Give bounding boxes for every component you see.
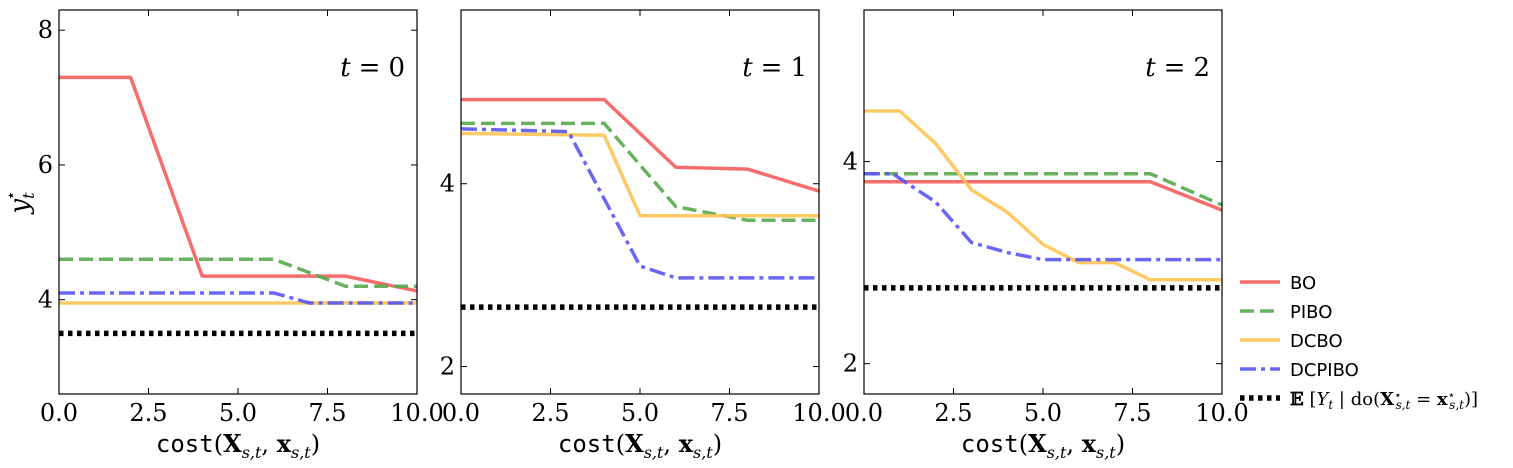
x-tick-label: 0.0 xyxy=(442,399,480,427)
series-line-pibo xyxy=(461,121,819,223)
series-line-bo xyxy=(864,180,1222,212)
chart-panels: 0.0 2.5 5.0 7.5 10.0 4 6 8 t = 0 cost(Xs,t, xs,t) yt… xyxy=(1,9,1249,462)
x-axis-label: cost(Xs,t, xs,t) xyxy=(156,429,320,462)
x-tick-label: 5.0 xyxy=(219,399,257,427)
legend-entry-4: 𝔼 [Yt | do(X⋆ s,t = x⋆ s,t)] xyxy=(1240,388,1478,412)
legend-label: DCBO xyxy=(1290,331,1343,352)
y-tick-label: 4 xyxy=(843,148,858,176)
y-axis-label: yt⋆ xyxy=(1,190,38,214)
series-group xyxy=(461,97,819,310)
series-line-pibo xyxy=(864,171,1222,207)
panel-1: 0.0 2.5 5.0 7.5 10.0 2 4 t = 1 cost(Xs,t, xs,t) xyxy=(440,9,846,462)
legend: BO PIBO DCBO DCPIBO 𝔼 [Yt | do(X⋆ s,t = x⋆ s,t… xyxy=(1240,273,1478,412)
x-tick-label: 10.0 xyxy=(390,399,443,427)
x-tick-label: 0.0 xyxy=(845,399,883,427)
x-tick-label: 2.5 xyxy=(934,399,972,427)
series-line-pibo xyxy=(59,257,417,288)
x-tick-label: 10.0 xyxy=(792,399,845,427)
series-line-dcpibo xyxy=(461,127,819,280)
panel-title: t = 1 xyxy=(742,53,807,83)
panel-title: t = 2 xyxy=(1145,53,1210,83)
legend-label: DCPIBO xyxy=(1290,360,1359,381)
x-axis-label: cost(Xs,t, xs,t) xyxy=(961,429,1125,462)
x-tick-label: 0.0 xyxy=(40,399,78,427)
x-tick-label: 7.5 xyxy=(710,399,748,427)
y-tick-label: 6 xyxy=(38,151,53,179)
x-tick-label: 5.0 xyxy=(1024,399,1062,427)
x-tick-label: 2.5 xyxy=(129,399,167,427)
series-line-dcbo xyxy=(461,131,819,218)
y-tick-label: 2 xyxy=(843,350,858,378)
series-line-bo xyxy=(461,97,819,193)
panel-0: 0.0 2.5 5.0 7.5 10.0 4 6 8 t = 0 cost(Xs,t, xs,t) yt… xyxy=(1,9,444,462)
x-tick-label: 7.5 xyxy=(1113,399,1151,427)
legend-entry-2: DCBO xyxy=(1240,331,1343,352)
legend-label: 𝔼 [Yt | do(X⋆ s,t = x⋆ s,t)] xyxy=(1290,388,1478,412)
legend-entry-3: DCPIBO xyxy=(1240,360,1359,381)
legend-entry-1: PIBO xyxy=(1240,302,1332,323)
panel-2: 0.0 2.5 5.0 7.5 10.0 2 4 t = 2 cost(Xs,t, xs,t) xyxy=(843,9,1249,462)
x-tick-label: 7.5 xyxy=(308,399,346,427)
legend-label: BO xyxy=(1290,273,1316,294)
legend-entry-0: BO xyxy=(1240,273,1316,294)
x-tick-label: 2.5 xyxy=(531,399,569,427)
x-axis-label: cost(Xs,t, xs,t) xyxy=(558,429,722,462)
series-group xyxy=(864,109,1222,291)
series-group xyxy=(59,75,417,337)
y-tick-label: 4 xyxy=(440,170,455,198)
series-line-dcpibo xyxy=(59,291,417,305)
y-tick-label: 8 xyxy=(38,16,53,44)
x-tick-label: 10.0 xyxy=(1195,399,1248,427)
y-tick-label: 4 xyxy=(38,286,53,314)
series-line-bo xyxy=(59,75,417,293)
y-tick-label: 2 xyxy=(440,353,455,381)
legend-label: PIBO xyxy=(1290,302,1332,323)
panel-title: t = 0 xyxy=(340,53,405,83)
series-line-dcpibo xyxy=(864,171,1222,262)
series-line-dcbo xyxy=(864,109,1222,282)
x-tick-label: 5.0 xyxy=(621,399,659,427)
